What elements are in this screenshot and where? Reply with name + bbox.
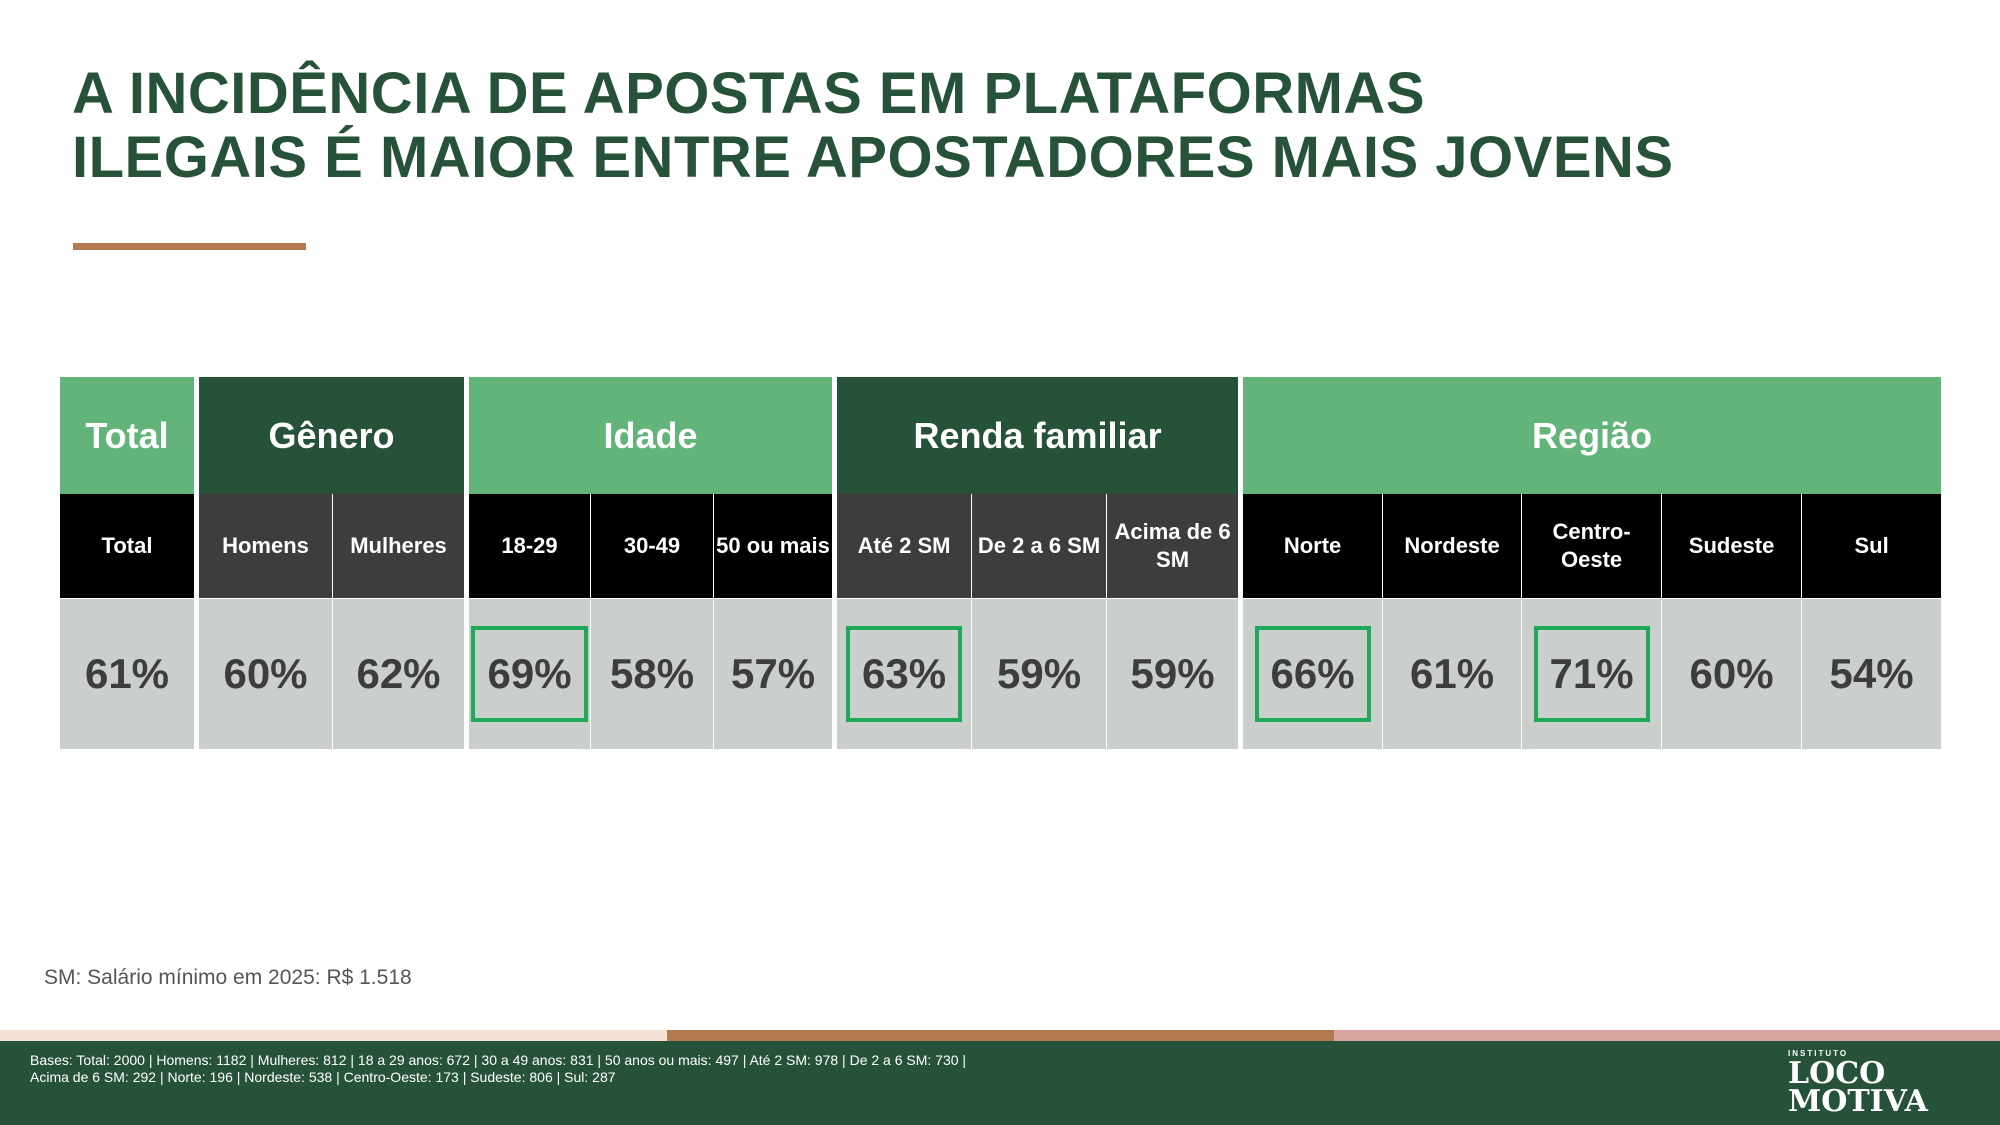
logo-word-motiva: MOTIVA [1788,1084,1928,1119]
value-cell-30-49: 58% [591,598,715,749]
locomotiva-logo: INSTITUTO LOCO MOTIVA [1788,1049,1968,1119]
value-cell-norte: 66% [1243,598,1384,749]
footnote-salario-minimo: SM: Salário mínimo em 2025: R$ 1.518 [44,966,412,989]
value-row: 61% 60% 62% 69% 58% 57% 63% 59% 59% 66% … [60,598,1943,749]
value-cell-total: 61% [60,598,199,749]
value-2-a-6-sm: 59% [997,650,1082,697]
logo-instituto-text: INSTITUTO [1788,1049,1849,1058]
col-header-homens: Homens [199,494,333,598]
value-centro-oeste: 71% [1533,626,1650,722]
value-homens: 60% [223,650,308,697]
footer-stripe-beige [0,1030,667,1041]
value-total: 61% [84,650,170,697]
col-header-centro-oeste: Centro-Oeste [1522,494,1663,598]
slide-title-line-1: A INCIDÊNCIA DE APOSTAS EM PLATAFORMAS [72,61,1425,126]
group-header-idade: Idade [469,377,838,494]
value-acima-6-sm: 59% [1130,650,1215,697]
value-norte: 66% [1254,626,1371,722]
col-header-50-mais: 50 ou mais [714,494,838,598]
value-nordeste: 61% [1410,650,1495,697]
col-header-total: Total [60,494,199,598]
sample-bases-line-2: Acima de 6 SM: 292 | Norte: 196 | Nordes… [30,1069,616,1085]
value-cell-ate-2-sm: 63% [837,598,973,749]
title-underline [73,243,306,250]
value-cell-nordeste: 61% [1383,598,1523,749]
group-header-regiao: Região [1243,377,1943,494]
value-cell-centro-oeste: 71% [1522,598,1663,749]
value-cell-sul: 54% [1802,598,1943,749]
col-header-nordeste: Nordeste [1383,494,1523,598]
value-cell-sudeste: 60% [1662,598,1803,749]
col-header-30-49: 30-49 [591,494,715,598]
col-header-sudeste: Sudeste [1662,494,1803,598]
col-header-2-a-6-sm: De 2 a 6 SM [972,494,1108,598]
sample-bases: Bases: Total: 2000 | Homens: 1182 | Mulh… [30,1052,1730,1086]
group-header-total: Total [60,377,199,494]
col-header-acima-6-sm: Acima de 6 SM [1107,494,1244,598]
sample-bases-line-1: Bases: Total: 2000 | Homens: 1182 | Mulh… [30,1052,967,1068]
group-header-renda: Renda familiar [837,377,1244,494]
value-cell-homens: 60% [199,598,333,749]
column-header-row: Total Homens Mulheres 18-29 30-49 50 ou … [60,494,1943,598]
slide-title-line-2: ILEGAIS É MAIOR ENTRE APOSTADORES MAIS J… [72,125,1674,190]
footer-bar: Bases: Total: 2000 | Homens: 1182 | Mulh… [0,1041,2000,1125]
col-header-18-29: 18-29 [469,494,592,598]
value-ate-2-sm: 63% [846,626,963,722]
group-header-genero: Gênero [199,377,470,494]
slide-title: A INCIDÊNCIA DE APOSTAS EM PLATAFORMAS I… [72,62,1772,190]
value-mulheres: 62% [356,650,441,697]
col-header-ate-2-sm: Até 2 SM [837,494,973,598]
value-30-49: 58% [609,650,695,697]
value-cell-acima-6-sm: 59% [1107,598,1244,749]
value-cell-50-mais: 57% [714,598,838,749]
group-header-row: Total Gênero Idade Renda familiar Região [60,377,1943,494]
value-cell-18-29: 69% [469,598,592,749]
value-cell-mulheres: 62% [333,598,470,749]
results-table: Total Gênero Idade Renda familiar Região… [60,377,1943,749]
value-sul: 54% [1829,650,1914,697]
logo-word-loco: LOCO [1788,1056,1886,1091]
footer-stripe-brown [667,1030,1334,1041]
value-cell-2-a-6-sm: 59% [972,598,1108,749]
col-header-mulheres: Mulheres [333,494,470,598]
value-18-29: 69% [471,626,588,722]
footer-stripe-pink [1334,1030,2000,1041]
col-header-norte: Norte [1243,494,1384,598]
value-50-mais: 57% [731,650,816,697]
col-header-sul: Sul [1802,494,1943,598]
value-sudeste: 60% [1689,650,1774,697]
